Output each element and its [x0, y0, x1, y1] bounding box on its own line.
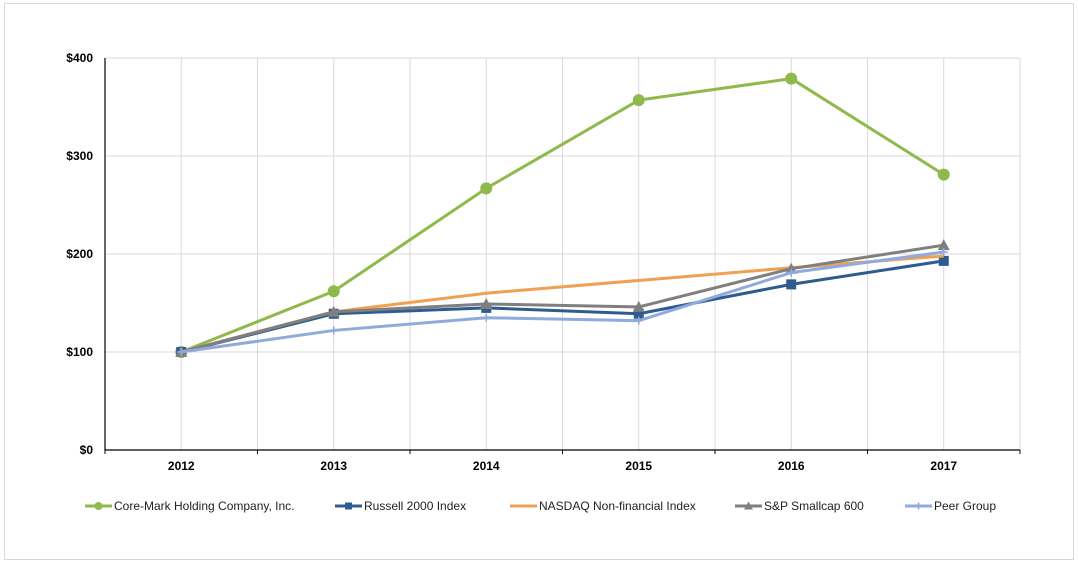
- data-point: [915, 502, 922, 510]
- data-point: [786, 279, 797, 290]
- chart-frame: [4, 3, 1074, 560]
- data-point: [482, 313, 491, 322]
- y-tick-label: $100: [66, 345, 93, 359]
- legend-item: NASDAQ Non-financial Index: [510, 499, 696, 513]
- data-point: [327, 285, 340, 298]
- series-line: [181, 250, 944, 354]
- y-tick-label: $200: [66, 247, 93, 261]
- data-point: [632, 300, 645, 312]
- x-tick-label: 2013: [320, 459, 347, 473]
- series-line: [180, 77, 945, 354]
- data-point: [937, 168, 950, 181]
- legend-item: Core-Mark Holding Company, Inc.: [85, 499, 295, 513]
- legend-label: Peer Group: [934, 499, 996, 513]
- data-point: [937, 239, 950, 251]
- legend-item: S&P Smallcap 600: [735, 499, 864, 513]
- data-point: [480, 297, 493, 309]
- x-tick-label: 2015: [625, 459, 652, 473]
- series-lines: [175, 72, 950, 358]
- legend-label: S&P Smallcap 600: [764, 499, 864, 513]
- legend-label: NASDAQ Non-financial Index: [539, 499, 696, 513]
- data-point: [94, 502, 103, 510]
- series-line: [180, 259, 944, 354]
- data-point: [480, 182, 493, 195]
- x-tick-label: 2016: [778, 459, 805, 473]
- series-peer-group: [177, 248, 948, 356]
- data-point: [787, 268, 796, 277]
- data-point: [634, 316, 643, 325]
- legend-label: Core-Mark Holding Company, Inc.: [114, 499, 295, 513]
- series-s-p-smallcap-600: [175, 239, 950, 357]
- legend: Core-Mark Holding Company, Inc. Russell 2…: [85, 499, 996, 513]
- gridlines: [104, 57, 1021, 450]
- data-point: [633, 308, 644, 319]
- series-line: [180, 243, 944, 354]
- data-point: [785, 72, 798, 85]
- x-tick-label: 2012: [168, 459, 195, 473]
- y-tick-label: $300: [66, 149, 93, 163]
- legend-item: Peer Group: [905, 499, 996, 513]
- x-tick-label: 2014: [473, 459, 500, 473]
- y-tick-label: $0: [80, 443, 94, 457]
- data-point: [938, 255, 949, 266]
- data-point: [327, 305, 340, 317]
- legend-label: Russell 2000 Index: [364, 499, 466, 513]
- y-tick-label: $400: [66, 51, 93, 65]
- data-point: [329, 326, 338, 335]
- data-point: [345, 502, 352, 510]
- data-point: [939, 248, 948, 257]
- data-point: [744, 501, 753, 510]
- x-axis-ticks: 2012 2013 2014 2015 2016 2017: [168, 459, 958, 473]
- axes: [104, 58, 1021, 454]
- data-point: [177, 348, 186, 356]
- x-tick-label: 2017: [930, 459, 957, 473]
- data-point: [632, 94, 645, 107]
- legend-item: Russell 2000 Index: [335, 499, 466, 513]
- y-axis-ticks: $0 $100 $200 $300 $400: [66, 51, 93, 457]
